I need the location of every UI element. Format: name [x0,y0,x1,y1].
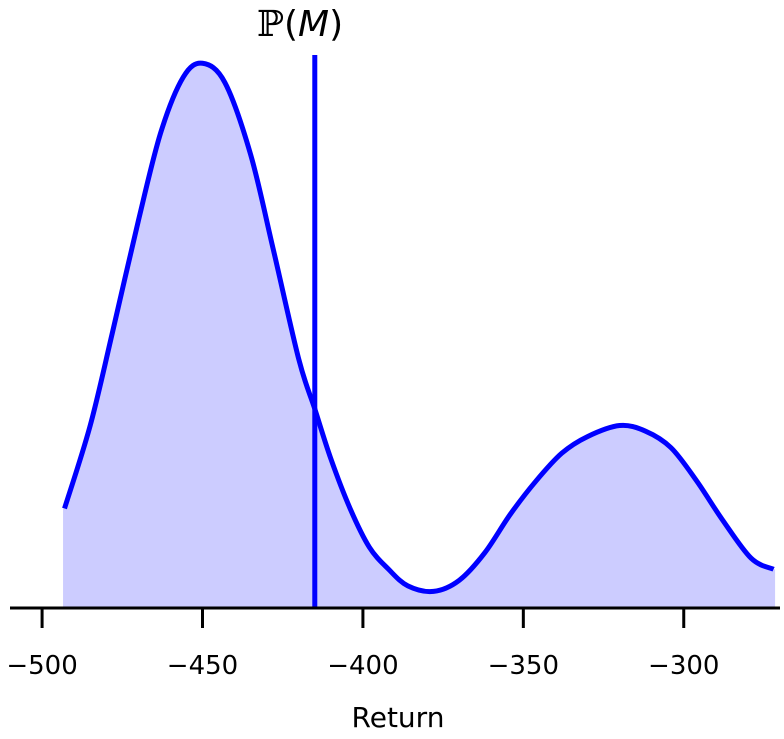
x-tick-label: −400 [327,651,398,681]
x-tick-label: −450 [167,651,238,681]
vline-label-open-paren: ( [284,4,298,45]
density-fill-0 [64,63,774,609]
density-curve-0 [62,60,775,595]
vline-label-close-paren: ) [329,4,343,45]
x-axis-label: Return [352,701,445,734]
x-tick-label: −300 [648,651,719,681]
plot-area [62,55,776,609]
x-tick-label: −500 [6,651,77,681]
vline-label-variable: M [298,4,329,45]
vline-label: ℙ(M) [257,4,343,45]
x-tick-label: −350 [488,651,559,681]
vline-label-symbol: ℙ [257,4,284,45]
x-axis: −500 −450 −400 −350 −300 [6,606,780,681]
